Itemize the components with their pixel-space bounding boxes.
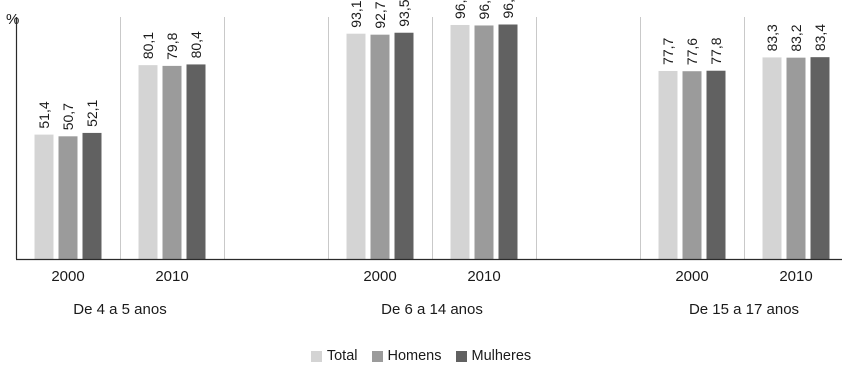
value-label: 93,5 [396, 0, 412, 27]
year-labels-layer: 2000 2010 2000 2010 2000 2010 [51, 268, 812, 285]
value-label: 77,6 [684, 38, 700, 65]
year-label: 2000 [51, 268, 84, 285]
legend-swatch-mulheres [455, 350, 467, 362]
legend-swatch-homens [371, 350, 383, 362]
legend: Total Homens Mulheres [0, 347, 842, 365]
value-label: 80,1 [140, 32, 156, 59]
bar-homens [474, 25, 494, 259]
bar-mulheres [706, 70, 726, 259]
bar-total [658, 70, 678, 259]
legend-label-total: Total [326, 348, 358, 364]
bar-mulheres [186, 64, 206, 259]
bar-total [762, 57, 782, 259]
value-label: 83,3 [764, 24, 780, 51]
value-label: 96,7 [452, 0, 468, 19]
bar-mulheres [82, 132, 102, 259]
y-axis-unit-label: % [6, 11, 19, 28]
group-labels-layer: De 4 a 5 anos De 6 a 14 anos De 15 a 17 an… [73, 301, 799, 318]
legend-label-homens: Homens [387, 348, 442, 364]
value-label: 96,9 [500, 0, 516, 19]
category-separators [15, 17, 745, 259]
value-label: 77,8 [708, 37, 724, 64]
value-label: 52,1 [84, 99, 100, 126]
bar-homens [162, 65, 182, 259]
year-label: 2010 [779, 268, 812, 285]
value-labels-layer: 51,4 50,7 52,1 80,1 79,8 80,4 93,1 92,7 93,5 96,7… [36, 0, 828, 130]
year-label: 2010 [155, 268, 188, 285]
bars-layer [34, 24, 830, 260]
value-label: 80,4 [188, 31, 204, 58]
bar-total [138, 65, 158, 260]
legend-item-homens: Homens [371, 348, 442, 364]
bar-mulheres [394, 32, 414, 260]
value-label: 51,4 [36, 101, 52, 128]
bar-mulheres [498, 24, 518, 260]
value-label: 83,4 [812, 24, 828, 51]
value-label: 83,2 [788, 24, 804, 51]
value-label: 96,5 [476, 0, 492, 19]
year-label: 2000 [675, 268, 708, 285]
bar-total [346, 33, 366, 260]
legend-item-mulheres: Mulheres [455, 348, 532, 364]
year-label: 2000 [363, 268, 396, 285]
legend-swatch-total [310, 350, 322, 362]
value-label: 50,7 [60, 103, 76, 130]
value-label: 92,7 [372, 1, 388, 28]
group-label-de-4-a-5-anos: De 4 a 5 anos [73, 301, 166, 318]
group-label-de-6-a-14-anos: De 6 a 14 anos [381, 301, 483, 318]
bar-total [34, 134, 54, 259]
bar-mulheres [810, 57, 830, 260]
year-label: 2010 [467, 268, 500, 285]
value-label: 79,8 [164, 32, 180, 59]
bar-homens [682, 71, 702, 259]
value-label: 77,7 [660, 38, 676, 65]
legend-item-total: Total [310, 348, 358, 364]
bar-homens [370, 34, 390, 259]
bar-homens [58, 136, 78, 259]
value-label: 93,1 [348, 0, 364, 27]
group-label-de-15-a-17-anos: De 15 a 17 anos [689, 301, 799, 318]
legend-label-mulheres: Mulheres [471, 348, 532, 364]
bar-homens [786, 57, 806, 259]
bar-total [450, 24, 470, 260]
